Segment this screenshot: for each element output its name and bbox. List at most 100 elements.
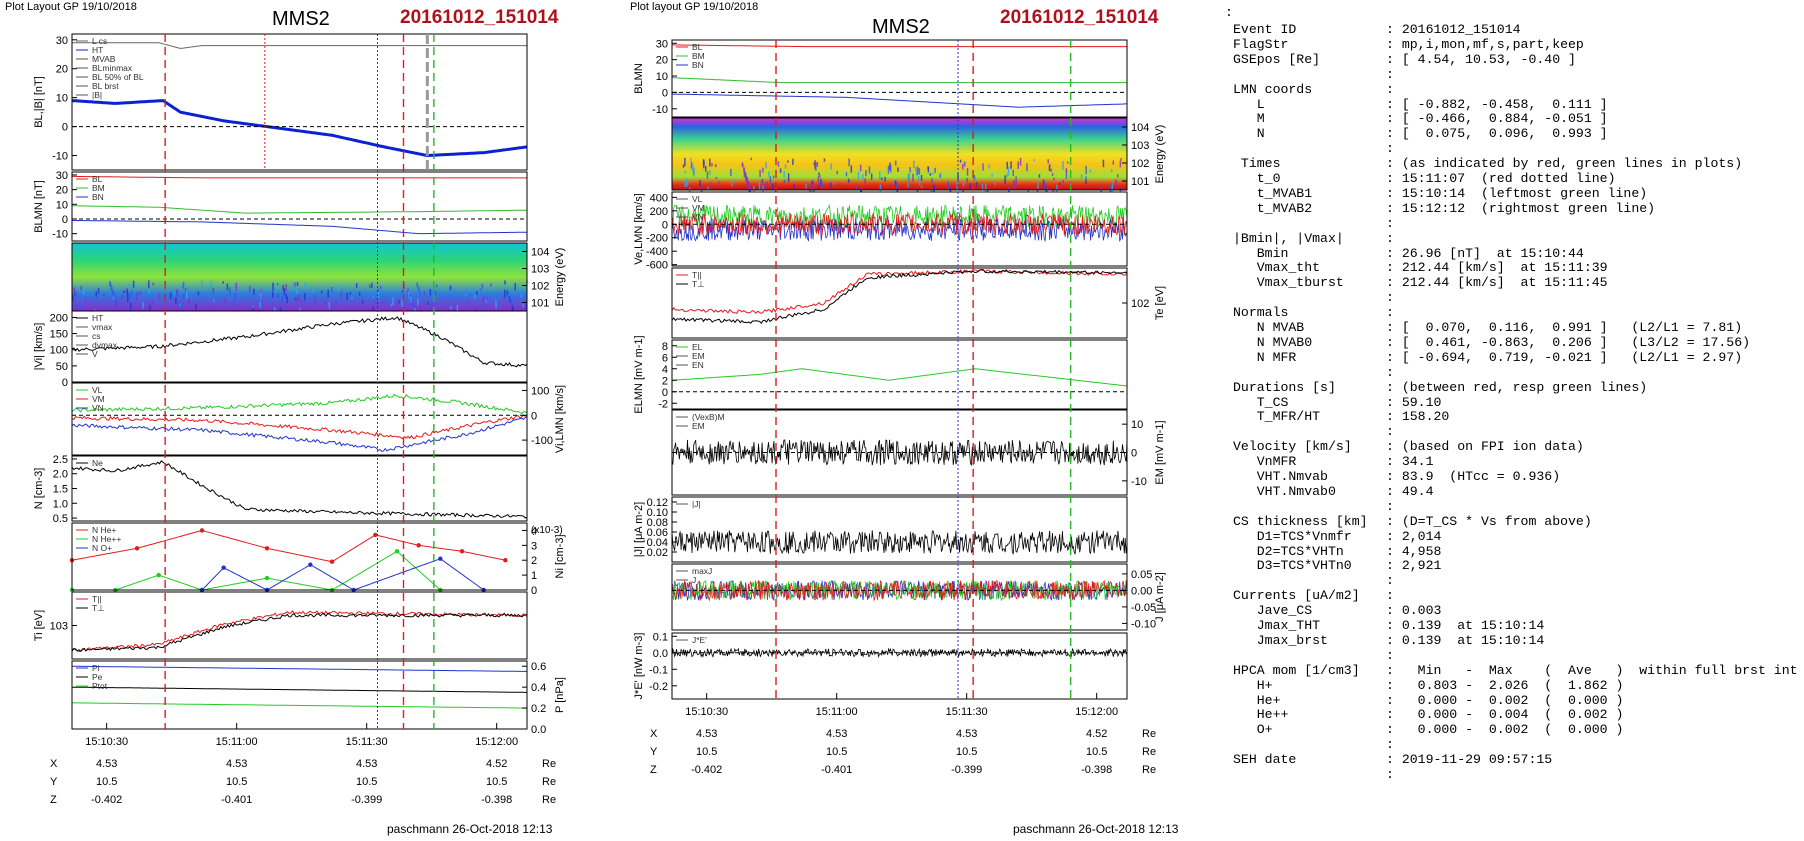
spectrogram-noise <box>331 286 333 293</box>
spectrogram-noise <box>690 161 693 169</box>
spectrogram-noise <box>860 188 862 194</box>
spectrogram-noise <box>1066 161 1069 164</box>
info-value: : [ 0.070, 0.116, 0.991 ] (L2/L1 = 7.81) <box>1386 320 1743 335</box>
spectrogram-noise <box>705 166 707 172</box>
x-tick-label: 15:12:00 <box>1075 706 1118 718</box>
y-tick-label: 102 <box>1131 158 1149 170</box>
info-value: : [ 0.075, 0.096, 0.993 ] <box>1386 126 1608 142</box>
spectrogram-noise <box>985 183 987 192</box>
y-tick-label: 150 <box>50 329 68 341</box>
spectrogram-noise <box>503 298 506 302</box>
y-tick-label: 1 <box>531 570 537 582</box>
spectrogram-noise <box>859 164 862 172</box>
spectrogram-noise <box>962 164 964 170</box>
spectrogram-noise <box>379 285 382 289</box>
y-tick-label: 0.05 <box>1131 569 1152 581</box>
spectrogram-noise <box>783 171 785 178</box>
y-tick-label: -200 <box>646 233 668 245</box>
spectrogram-noise <box>836 170 839 175</box>
legend-label: BL brst <box>92 81 119 91</box>
spectrogram-noise <box>762 185 764 193</box>
y-tick-label: 101 <box>531 298 549 310</box>
panel-frame <box>671 191 1128 267</box>
info-value: : <box>1386 573 1394 589</box>
spectrogram-noise <box>907 183 909 188</box>
spectrogram-noise <box>1062 160 1064 170</box>
info-key: N <box>1233 126 1265 142</box>
info-key: Normals <box>1233 305 1289 321</box>
spectrogram-noise <box>819 174 821 178</box>
spectrogram-noise <box>479 288 482 291</box>
spectrogram-noise <box>355 283 358 288</box>
y-tick-label: -0.10 <box>1131 618 1156 630</box>
series-bl <box>672 44 1127 48</box>
panel-frame <box>71 310 528 383</box>
y-tick-label: -100 <box>531 435 553 447</box>
data-point <box>199 528 205 533</box>
info-value: : [ 4.54, 10.53, -0.40 ] <box>1386 51 1576 67</box>
y-axis-label: Vi,LMN [km/s] <box>554 385 566 453</box>
spectrogram-noise <box>335 300 338 305</box>
spectrogram-noise <box>1038 174 1041 178</box>
spectrogram-noise <box>210 281 212 288</box>
spectrogram-noise <box>746 177 749 187</box>
ephemeris-value: -0.401 <box>221 794 252 806</box>
spectrogram-noise <box>512 307 515 312</box>
legend-label: EM <box>692 421 705 431</box>
spectrogram-noise <box>72 295 74 301</box>
spectrogram-noise <box>771 183 774 190</box>
left-footer: paschmann 26-Oct-2018 12:13 <box>387 822 553 836</box>
y-tick-label: 2.5 <box>53 454 68 466</box>
spectrogram-noise <box>927 166 930 173</box>
spectrogram-noise <box>1012 169 1014 177</box>
info-value: : <box>1386 767 1394 782</box>
y-tick-label: 50 <box>56 361 68 373</box>
info-value: : (D=T_CS * Vs from above) <box>1386 513 1592 529</box>
legend-label: EM <box>692 351 705 361</box>
y-tick-label: 100 <box>50 345 68 357</box>
spectrogram-noise <box>351 296 353 300</box>
spectrogram-noise <box>813 188 815 193</box>
spectrogram-noise <box>173 292 176 295</box>
spectrogram-noise <box>864 178 866 184</box>
panel-background <box>72 592 527 659</box>
spectrogram-noise <box>372 307 374 311</box>
legend-label: VL <box>92 385 103 395</box>
spectrogram-noise <box>865 170 867 177</box>
spectrogram-noise <box>759 169 761 177</box>
panel-te: 102 Te [eV] T||T⊥ <box>671 267 1166 339</box>
y-tick-label: 2.0 <box>53 469 68 481</box>
spectrogram-noise <box>416 282 418 288</box>
y-tick-label: 1.5 <box>53 484 68 496</box>
info-key: Currents [uA/m2] <box>1233 588 1360 604</box>
info-value: : Min - Max ( Ave ) within full brst int <box>1386 662 1798 678</box>
spectrogram-noise <box>113 296 115 300</box>
data-point <box>416 543 421 548</box>
spectrogram-noise <box>412 299 414 306</box>
panel-background <box>672 40 1127 117</box>
spectrogram-noise <box>792 158 794 165</box>
spectrogram-noise <box>129 302 132 311</box>
spectrogram-noise <box>931 178 933 184</box>
spectrogram-noise <box>757 186 759 190</box>
spectrogram-noise <box>233 300 235 307</box>
spectrogram-noise <box>933 185 936 190</box>
info-lead: : <box>1225 5 1233 20</box>
spectrogram-noise <box>73 299 76 303</box>
info-value: : <box>1386 81 1394 97</box>
legend-label: Pi <box>92 663 100 673</box>
spectrogram-noise <box>320 290 323 294</box>
spectrogram-noise <box>847 178 850 183</box>
ephemeris-value: 10.5 <box>956 746 977 758</box>
spectrogram-noise <box>295 297 297 301</box>
y-tick-label: 0.1 <box>653 631 668 643</box>
legend-label: (VexB)M <box>692 412 725 422</box>
spectrogram-noise <box>1119 160 1122 168</box>
spectrogram-noise <box>749 186 752 195</box>
y-tick-label: 100 <box>531 385 549 397</box>
spectrogram-noise <box>962 186 964 196</box>
spectrogram-noise <box>706 171 709 179</box>
spectrogram-noise <box>1053 177 1055 181</box>
spectrogram-noise <box>295 287 298 294</box>
